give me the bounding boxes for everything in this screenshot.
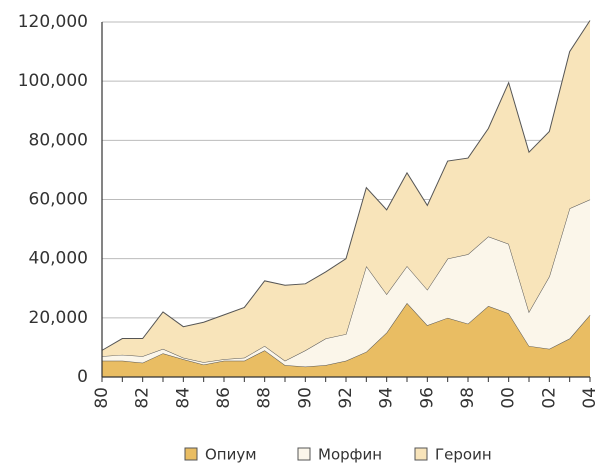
- x-tick-label: 04: [580, 387, 596, 409]
- legend-swatch: [297, 447, 311, 461]
- y-tick-label: 100,000: [18, 71, 88, 91]
- area-fill: [102, 199, 590, 367]
- y-tick-label: 120,000: [18, 12, 88, 32]
- x-tick-label: 90: [295, 387, 315, 409]
- x-tick-label: 96: [417, 387, 437, 409]
- y-tick-label: 20,000: [29, 308, 88, 328]
- y-tick-label: 40,000: [29, 249, 88, 269]
- area-fill: [102, 303, 590, 377]
- x-tick-label: 86: [214, 387, 234, 409]
- y-tick-label: 60,000: [29, 190, 88, 210]
- x-tick-label: 98: [458, 387, 478, 409]
- legend-swatch: [414, 447, 428, 461]
- legend-label: Опиум: [205, 446, 257, 464]
- x-tick-label: 84: [173, 387, 193, 409]
- x-tick-label: 00: [499, 387, 519, 409]
- x-tick-label: 92: [336, 387, 356, 409]
- x-tick-label: 88: [255, 387, 275, 409]
- x-tick-label: 02: [539, 387, 559, 409]
- x-tick-label: 82: [133, 387, 153, 409]
- area-edge: [101, 20, 591, 351]
- legend-swatch: [184, 447, 198, 461]
- x-tick-label: 94: [377, 387, 397, 409]
- legend-label: Героин: [435, 446, 492, 464]
- legend-label: Морфин: [318, 446, 382, 464]
- x-tick-label: 80: [92, 387, 112, 409]
- y-tick-label: 0: [77, 367, 88, 387]
- y-tick-label: 80,000: [29, 130, 88, 150]
